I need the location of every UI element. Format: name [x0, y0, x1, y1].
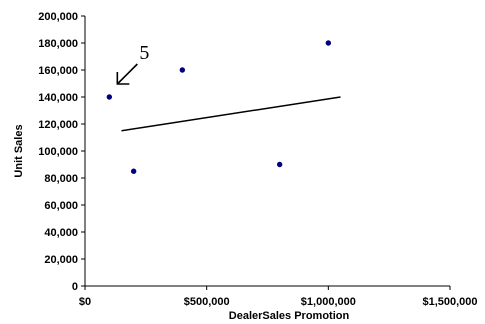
y-tick-label: 180,000 [38, 38, 78, 50]
data-points [106, 40, 332, 174]
y-axis-title: Unit Sales [13, 124, 25, 177]
x-ticks: $0 $500,000 $1,000,000 $1,500,000 [79, 286, 478, 308]
y-tick-label: 0 [72, 281, 78, 293]
x-tick-label: $1,000,000 [301, 296, 356, 308]
y-tick-label: 140,000 [38, 92, 78, 104]
data-point [130, 168, 137, 174]
x-tick-label: $500,000 [184, 296, 230, 308]
annotation-arrow-shaft [116, 63, 138, 85]
annotation: 5 [116, 42, 149, 85]
data-point [179, 67, 186, 73]
x-axis-title: DealerSales Promotion [229, 310, 350, 322]
y-tick-label: 200,000 [38, 11, 78, 23]
y-ticks: 0 20,000 40,000 60,000 80,000 100,000 120,000 1… [38, 11, 85, 293]
y-tick-label: 120,000 [38, 119, 78, 131]
y-tick-label: 100,000 [38, 146, 78, 158]
y-tick-label: 40,000 [44, 227, 78, 239]
data-point [325, 40, 332, 46]
x-tick-label: $0 [79, 296, 91, 308]
data-point [276, 161, 283, 168]
x-tick-label: $1,500,000 [422, 296, 477, 308]
y-tick-label: 20,000 [44, 254, 78, 266]
trendline [121, 96, 341, 132]
data-point [106, 94, 113, 100]
y-tick-label: 60,000 [44, 200, 78, 212]
annotation-arrow-head [116, 72, 130, 85]
y-tick-label: 160,000 [38, 65, 78, 77]
annotation-label: 5 [139, 42, 149, 64]
y-tick-label: 80,000 [44, 173, 78, 185]
